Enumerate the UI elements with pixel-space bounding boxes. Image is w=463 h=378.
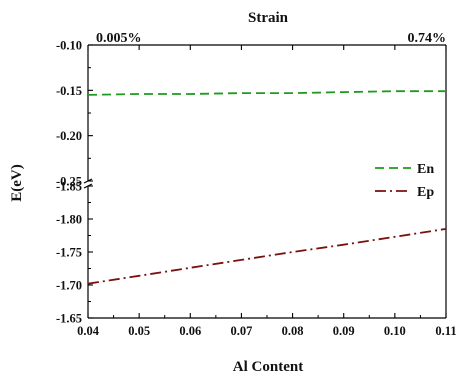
y-tick-label: -0.20 bbox=[56, 129, 82, 143]
x-tick-label: 0.04 bbox=[77, 324, 100, 338]
top-axis-left-label: 0.005% bbox=[96, 31, 142, 46]
legend: En Ep bbox=[375, 162, 434, 200]
series-line-ep bbox=[87, 228, 447, 285]
y-tick-label: -1.70 bbox=[56, 279, 82, 293]
top-axis-right-label: 0.74% bbox=[408, 31, 447, 46]
y-tick-label: -0.10 bbox=[56, 39, 82, 53]
plot-frame bbox=[83, 44, 447, 319]
x-tick-label: 0.06 bbox=[179, 324, 201, 338]
y-tick-label: -1.85 bbox=[56, 180, 82, 194]
chart-title: Strain bbox=[248, 10, 289, 26]
x-tick-label: 0.05 bbox=[128, 324, 150, 338]
series-line-en bbox=[87, 90, 446, 96]
y-axis-title: E(eV) bbox=[9, 164, 25, 202]
tick-layer: 0.04 0.05 0.06 0.07 0.08 0.09 0.10 0.11 -0.10 -0.… bbox=[56, 39, 457, 339]
series-layer bbox=[87, 90, 447, 285]
legend-label-ep: Ep bbox=[417, 185, 434, 200]
x-tick-label: 0.08 bbox=[282, 324, 304, 338]
y-tick-label: -1.75 bbox=[56, 246, 82, 260]
x-tick-label: 0.09 bbox=[333, 324, 355, 338]
x-tick-label: 0.11 bbox=[435, 324, 456, 338]
legend-label-en: En bbox=[417, 162, 434, 177]
x-axis-title: Al Content bbox=[233, 359, 303, 375]
y-tick-label: -1.65 bbox=[56, 312, 82, 326]
x-tick-label: 0.10 bbox=[384, 324, 406, 338]
y-tick-label: -0.15 bbox=[56, 84, 82, 98]
x-tick-label: 0.07 bbox=[230, 324, 252, 338]
y-tick-label: -0.25 bbox=[56, 175, 82, 189]
y-tick-label: -1.80 bbox=[56, 213, 82, 227]
